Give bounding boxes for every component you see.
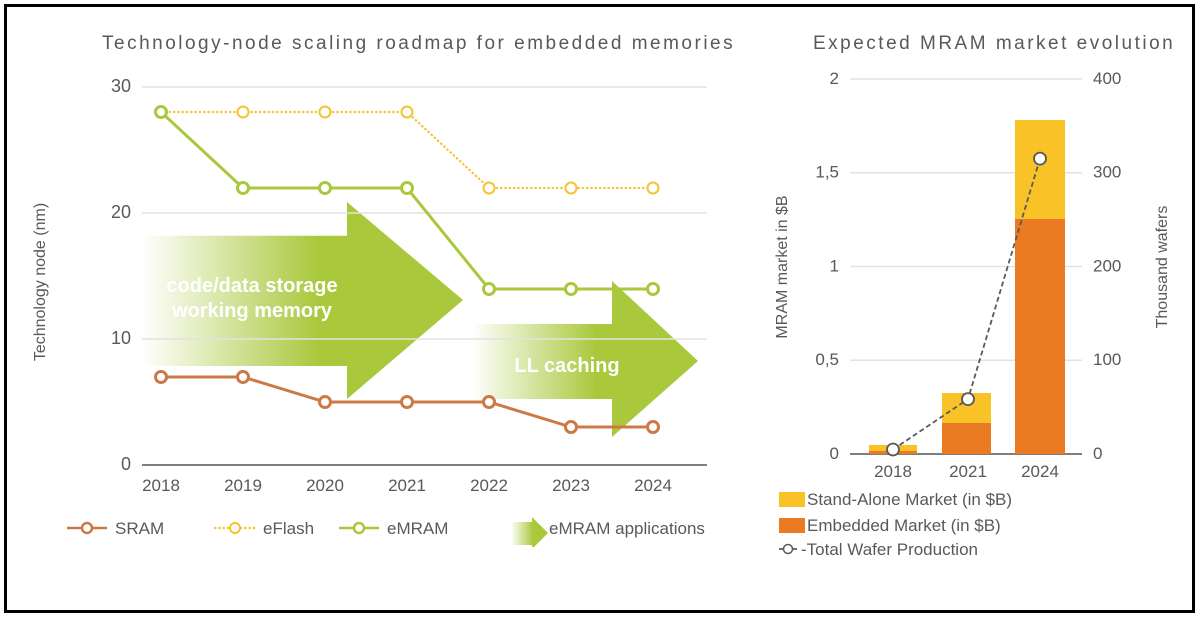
svg-text:200: 200 bbox=[1093, 257, 1121, 276]
svg-text:LL caching: LL caching bbox=[514, 355, 619, 377]
svg-text:eMRAM applications: eMRAM applications bbox=[549, 519, 705, 538]
svg-text:Thousand wafers: Thousand wafers bbox=[1154, 206, 1171, 329]
svg-text:Technology node (nm): Technology node (nm) bbox=[32, 203, 49, 361]
svg-text:2024: 2024 bbox=[1021, 462, 1059, 481]
svg-text:2019: 2019 bbox=[224, 476, 262, 495]
svg-text:0: 0 bbox=[1093, 444, 1102, 463]
svg-text:2: 2 bbox=[830, 69, 839, 88]
svg-text:Stand-Alone Market (in $B): Stand-Alone Market (in $B) bbox=[807, 490, 1012, 509]
svg-text:1: 1 bbox=[830, 257, 839, 276]
svg-text:2021: 2021 bbox=[388, 476, 426, 495]
svg-text:2021: 2021 bbox=[949, 462, 987, 481]
svg-text:eFlash: eFlash bbox=[263, 519, 314, 538]
svg-text:2023: 2023 bbox=[552, 476, 590, 495]
svg-text:2022: 2022 bbox=[470, 476, 508, 495]
svg-text:0: 0 bbox=[830, 444, 839, 463]
svg-text:1,5: 1,5 bbox=[815, 163, 839, 182]
svg-text:2024: 2024 bbox=[634, 476, 672, 495]
svg-text:SRAM: SRAM bbox=[115, 519, 164, 538]
svg-text:MRAM market in $B: MRAM market in $B bbox=[774, 195, 791, 338]
svg-text:300: 300 bbox=[1093, 163, 1121, 182]
svg-text:400: 400 bbox=[1093, 69, 1121, 88]
svg-text:20: 20 bbox=[111, 202, 131, 222]
svg-text:2018: 2018 bbox=[874, 462, 912, 481]
svg-text:0: 0 bbox=[121, 454, 131, 474]
svg-text:-Total Wafer Production: -Total Wafer Production bbox=[801, 540, 978, 559]
svg-text:working memory: working memory bbox=[171, 300, 333, 322]
svg-text:code/data storage: code/data storage bbox=[166, 275, 337, 297]
svg-text:2018: 2018 bbox=[142, 476, 180, 495]
svg-text:30: 30 bbox=[111, 76, 131, 96]
svg-text:10: 10 bbox=[111, 328, 131, 348]
svg-text:Embedded Market (in $B): Embedded Market (in $B) bbox=[807, 516, 1001, 535]
svg-text:0,5: 0,5 bbox=[815, 350, 839, 369]
svg-text:100: 100 bbox=[1093, 350, 1121, 369]
svg-text:eMRAM: eMRAM bbox=[387, 519, 448, 538]
svg-text:2020: 2020 bbox=[306, 476, 344, 495]
